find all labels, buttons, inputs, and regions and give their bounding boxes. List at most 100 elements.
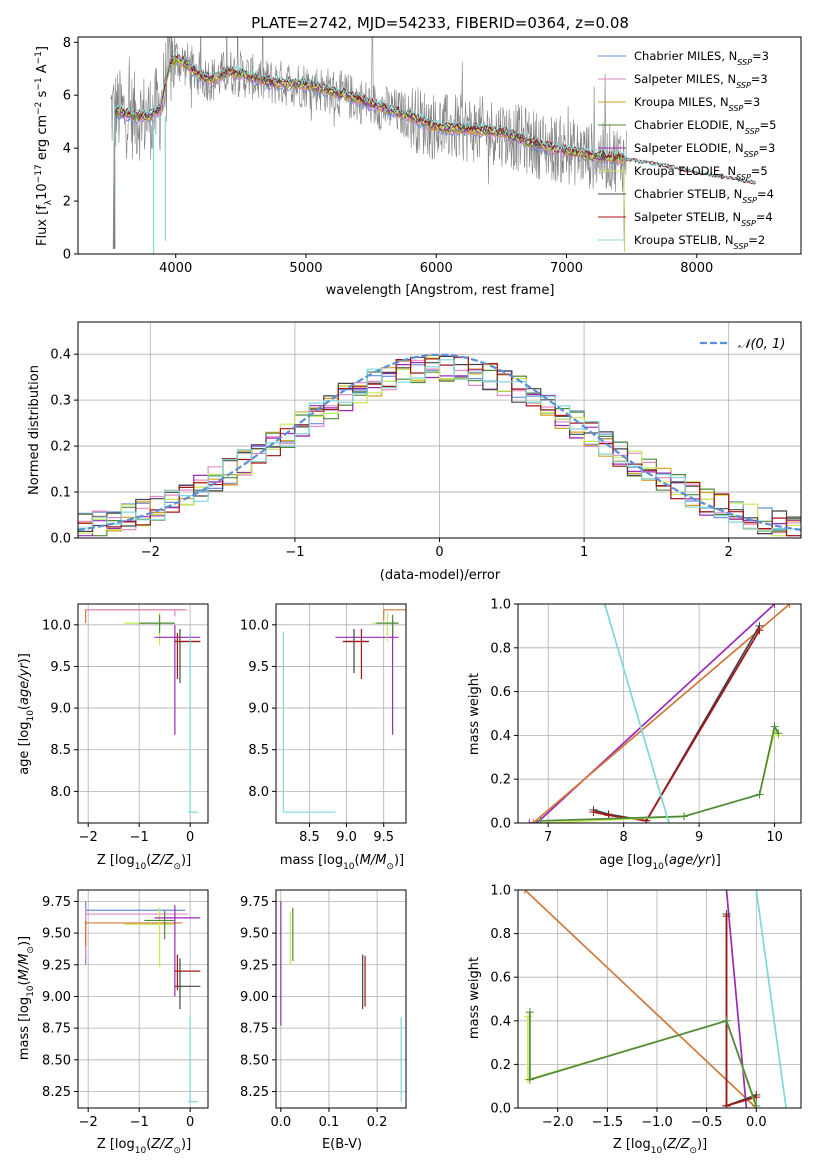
residual-xtick-label-3: 1	[580, 545, 588, 560]
age-z-ytick-label-2: 9.0	[50, 702, 71, 717]
residual-xlabel: (data-model)/error	[380, 568, 501, 583]
mass-ebv-plot-area	[280, 901, 402, 1102]
weight-age-marker-5-0	[536, 816, 545, 823]
mass-z-ytick-label-3: 9.00	[42, 990, 71, 1005]
spectrum-legend: Chabrier MILES, NSSP=3 Salpeter MILES, NS…	[598, 49, 776, 251]
spectrum-panel: PLATE=2742, MJD=54233, FIBERID=0364, z=0…	[34, 14, 802, 298]
weight-z-xtick-label-0: −2.0	[542, 1115, 574, 1130]
weight-z-marker-1-1	[742, 1104, 751, 1108]
weight-age-line-6	[603, 604, 670, 823]
weight-age-ytick-label-3: 0.6	[490, 685, 511, 700]
weight-z-xtick-label-2: −1.0	[641, 1115, 673, 1130]
normal-reference-curve	[78, 353, 801, 531]
spectrum-xtick-label-4: 8000	[680, 261, 713, 276]
legend-label-0: Chabrier MILES, NSSP=3	[634, 49, 769, 67]
spectrum-ytick-label-4: 8	[63, 36, 71, 51]
mass-ebv-xlabel: E(B-V)	[322, 1137, 362, 1152]
mass-ebv-frame	[275, 889, 407, 1109]
age-mass-ytick-label-3: 9.5	[248, 660, 269, 675]
mass-vs-ebv-panel: E(B-V) 0.0 0.1 0.2 8.25 8.50 8.75 9.00 9.25 9.50…	[240, 889, 407, 1152]
weight-age-ytick-label-2: 0.4	[490, 729, 511, 744]
weight-z-marker-1-0	[722, 890, 731, 894]
weight-z-line-1	[725, 890, 748, 1108]
residual-panel: (data-model)/error Normed distribution −…	[27, 321, 802, 583]
mass-ebv-ytick-label-2: 8.75	[240, 1022, 269, 1037]
age-z-ylabel: age [log10(age/yr)]	[17, 653, 36, 775]
weight-vs-age-panel: age [log10(age/yr)] mass weight 7 8 9 10 0.0…	[467, 598, 802, 872]
weight-age-marker-1-1	[785, 604, 794, 608]
age-z-xtick-label-0: −2	[79, 830, 98, 845]
mass-z-ytick-label-4: 9.25	[42, 958, 71, 973]
age-z-ytick-label-1: 8.5	[50, 743, 71, 758]
residual-hist-8	[78, 359, 801, 532]
legend-label-7: Salpeter STELIB, NSSP=4	[634, 210, 773, 228]
weight-vs-z-panel: Z [log10(Z/Z⊙)] mass weight −2.0 −1.5 −1.0…	[467, 884, 802, 1156]
weight-z-marker-6-0	[752, 890, 761, 894]
residual-xtick-label-4: 2	[725, 545, 733, 560]
weight-z-line-5	[529, 1012, 758, 1107]
weight-age-marker-0-2	[770, 604, 779, 608]
spectrum-ytick-label-2: 4	[63, 142, 71, 157]
legend-label-5: Kroupa ELODIE, NSSP=5	[634, 164, 768, 182]
weight-age-xtick-label-0: 7	[544, 830, 552, 845]
spectrum-ytick-label-3: 6	[63, 89, 71, 104]
weight-age-ylabel: mass weight	[467, 673, 482, 755]
spectrum-ytick-label-1: 2	[63, 195, 71, 210]
weight-z-line-3	[725, 916, 757, 1107]
weight-z-xlabel: Z [log10(Z/Z⊙)]	[613, 1137, 707, 1156]
spectrum-plot-area	[110, 37, 756, 254]
mass-ebv-ytick-label-5: 9.50	[240, 927, 269, 942]
mass-ebv-xtick-label-0: 0.0	[270, 1115, 291, 1130]
residual-plot-area	[78, 353, 801, 537]
weight-age-line-0	[529, 604, 776, 823]
weight-age-marker-6-0	[600, 604, 609, 608]
age-z-ytick-label-4: 10.0	[42, 618, 71, 633]
weight-z-marker-5-0	[525, 1008, 534, 1017]
age-vs-mass-panel: mass [log10(M/M⊙)] 8.5 9.0 9.5 8.0 8.5 9.0 9.5…	[240, 603, 407, 872]
weight-z-marker-5-2	[722, 1016, 731, 1025]
age-mass-ytick-label-4: 10.0	[240, 618, 269, 633]
age-z-xtick-label-1: −1	[130, 830, 149, 845]
weight-age-marker-5-3	[770, 722, 779, 731]
weight-z-ytick-label-0: 0.0	[490, 1102, 511, 1117]
reference-legend-label: 𝒩(0, 1)	[738, 337, 785, 352]
age-z-ytick-label-3: 9.5	[50, 660, 71, 675]
weight-age-marker-3-3	[755, 626, 764, 635]
observed-spectrum	[110, 37, 627, 193]
residual-ytick-label-4: 0.4	[50, 348, 71, 363]
residual-xtick-label-2: 0	[435, 545, 443, 560]
weight-age-marker-1-0	[529, 819, 538, 823]
mass-z-plot-area	[85, 901, 201, 1103]
weight-age-plot-area	[525, 604, 794, 823]
legend-label-1: Salpeter MILES, NSSP=3	[634, 72, 768, 90]
weight-z-line-4	[527, 1016, 758, 1108]
residual-ytick-label-1: 0.1	[50, 486, 71, 501]
weight-age-marker-3-0	[589, 808, 598, 817]
weight-z-plot-area	[520, 890, 791, 1108]
spectrum-title: PLATE=2742, MJD=54233, FIBERID=0364, z=0…	[251, 14, 629, 32]
weight-age-line-2	[593, 625, 761, 822]
model-line-8	[114, 51, 756, 249]
mass-ebv-ytick-label-0: 8.25	[240, 1085, 269, 1100]
weight-z-marker-5-3	[752, 1101, 761, 1108]
mass-z-xtick-label-2: 0	[186, 1115, 194, 1130]
weight-age-line-4	[540, 729, 780, 823]
weight-age-marker-5-1	[680, 812, 689, 821]
mass-z-frame	[77, 889, 209, 1109]
spectrum-frame	[77, 36, 802, 255]
weight-age-xtick-label-2: 9	[695, 830, 703, 845]
age-mass-frame	[275, 603, 407, 824]
mass-z-ytick-label-0: 8.25	[42, 1085, 71, 1100]
mass-z-ytick-label-6: 9.75	[42, 895, 71, 910]
mass-z-ytick-label-5: 9.50	[42, 927, 71, 942]
mass-z-xtick-label-0: −2	[79, 1115, 98, 1130]
age-z-frame	[77, 603, 209, 824]
weight-z-ylabel: mass weight	[467, 957, 482, 1039]
residual-frame	[77, 321, 802, 539]
weight-age-line-3	[593, 629, 761, 822]
weight-age-frame	[517, 603, 802, 824]
age-mass-xlabel: mass [log10(M/M⊙)]	[280, 853, 404, 872]
weight-z-marker-0-0	[520, 890, 529, 894]
weight-age-ytick-label-5: 1.0	[490, 598, 511, 613]
residual-ytick-label-0: 0.0	[50, 532, 71, 547]
